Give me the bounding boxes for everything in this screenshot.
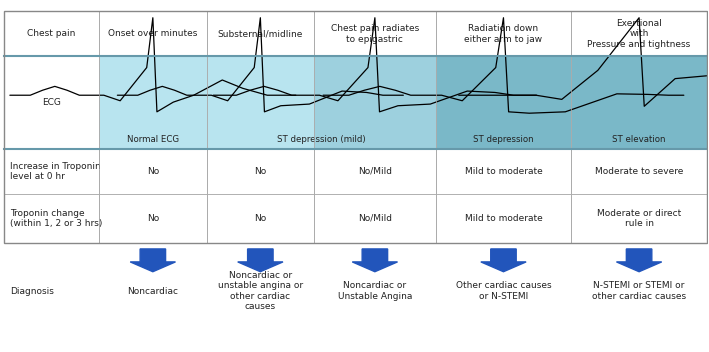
- Text: Diagnosis: Diagnosis: [10, 287, 54, 295]
- Text: Moderate or direct
rule in: Moderate or direct rule in: [597, 209, 681, 228]
- Text: Mild to moderate: Mild to moderate: [464, 214, 542, 223]
- Bar: [4, 11, 707, 243]
- Bar: [4, 56, 99, 149]
- Text: Noncardiac or
unstable angina or
other cardiac
causes: Noncardiac or unstable angina or other c…: [218, 271, 303, 311]
- Polygon shape: [481, 249, 526, 272]
- Bar: [99, 149, 206, 194]
- Text: Substernal/midline: Substernal/midline: [218, 29, 303, 38]
- Bar: [99, 56, 206, 149]
- Bar: [314, 11, 435, 56]
- Text: ST depression (mild): ST depression (mild): [277, 135, 365, 144]
- Text: Chest pain radiates
to epigastric: Chest pain radiates to epigastric: [331, 24, 419, 44]
- Text: No: No: [255, 167, 267, 176]
- Text: No: No: [147, 167, 159, 176]
- Bar: [206, 11, 314, 56]
- Text: Other cardiac causes
or N-STEMI: Other cardiac causes or N-STEMI: [456, 281, 552, 301]
- Polygon shape: [130, 249, 176, 272]
- Bar: [314, 56, 435, 149]
- Text: ECG: ECG: [43, 98, 61, 107]
- Text: Normal ECG: Normal ECG: [127, 135, 179, 144]
- Text: ST depression: ST depression: [473, 135, 534, 144]
- Text: No: No: [147, 214, 159, 223]
- Bar: [435, 56, 571, 149]
- Bar: [4, 149, 99, 194]
- Bar: [99, 194, 206, 243]
- Bar: [314, 149, 435, 194]
- Text: Noncardiac or
Unstable Angina: Noncardiac or Unstable Angina: [337, 281, 412, 301]
- Bar: [4, 194, 99, 243]
- Text: Mild to moderate: Mild to moderate: [464, 167, 542, 176]
- Bar: [435, 11, 571, 56]
- Bar: [206, 149, 314, 194]
- Text: Chest pain: Chest pain: [28, 29, 76, 38]
- Text: No/Mild: No/Mild: [358, 214, 392, 223]
- Text: Troponin change
(within 1, 2 or 3 hrs): Troponin change (within 1, 2 or 3 hrs): [10, 209, 102, 228]
- Text: Exertional
with
Pressure and tightness: Exertional with Pressure and tightness: [588, 19, 691, 49]
- Bar: [99, 11, 206, 56]
- Text: No/Mild: No/Mild: [358, 167, 392, 176]
- Text: ST elevation: ST elevation: [613, 135, 666, 144]
- Text: Moderate to severe: Moderate to severe: [595, 167, 683, 176]
- Bar: [571, 11, 707, 56]
- Bar: [4, 11, 99, 56]
- Text: Increase in Troponin
level at 0 hr: Increase in Troponin level at 0 hr: [10, 162, 101, 181]
- Bar: [435, 149, 571, 194]
- Bar: [314, 194, 435, 243]
- Bar: [571, 194, 707, 243]
- Bar: [571, 149, 707, 194]
- Bar: [571, 56, 707, 149]
- Polygon shape: [238, 249, 283, 272]
- Text: Noncardiac: Noncardiac: [128, 287, 179, 295]
- Polygon shape: [352, 249, 398, 272]
- Polygon shape: [616, 249, 661, 272]
- Text: Radiation down
either arm to jaw: Radiation down either arm to jaw: [464, 24, 542, 44]
- Bar: [206, 194, 314, 243]
- Bar: [206, 56, 314, 149]
- Text: No: No: [255, 214, 267, 223]
- Bar: [435, 194, 571, 243]
- Text: Onset over minutes: Onset over minutes: [108, 29, 198, 38]
- Text: N-STEMI or STEMI or
other cardiac causes: N-STEMI or STEMI or other cardiac causes: [592, 281, 686, 301]
